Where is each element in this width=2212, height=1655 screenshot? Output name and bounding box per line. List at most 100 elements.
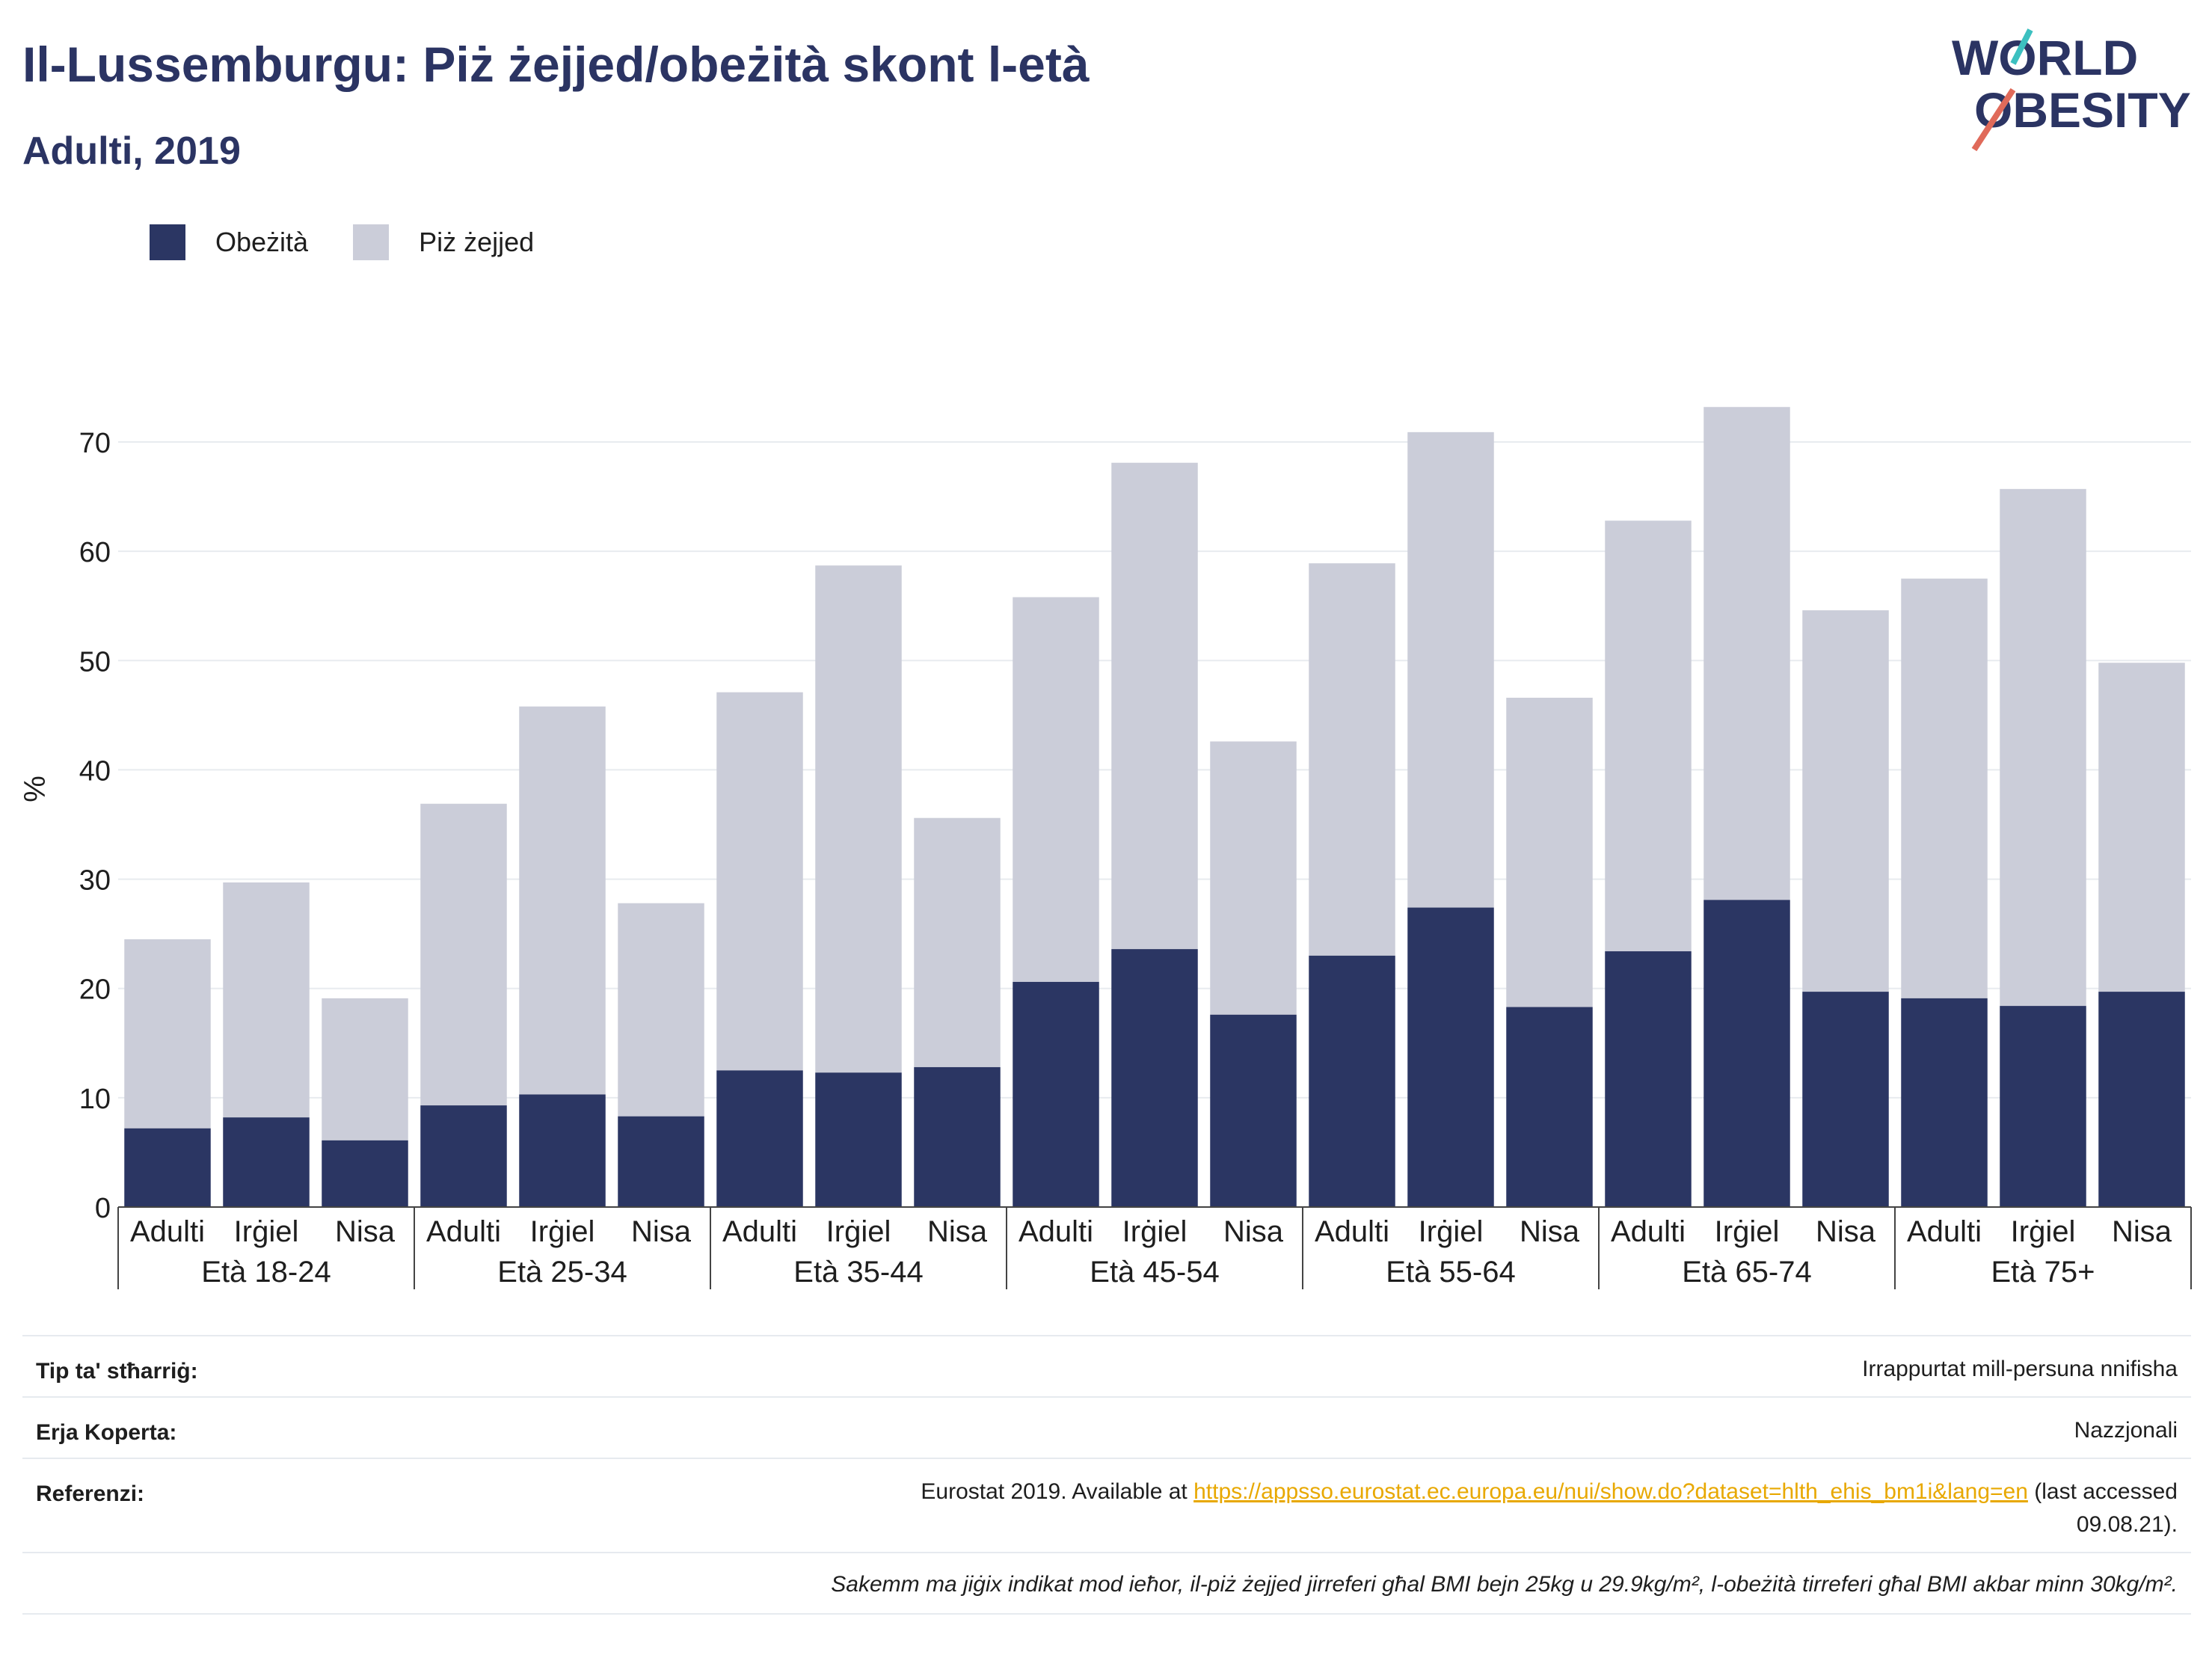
legend-swatch-obese (150, 224, 185, 260)
x-subcategory-label: Nisa (1223, 1215, 1284, 1248)
bar-obese (2098, 992, 2185, 1207)
bar-obese (1309, 955, 1395, 1207)
footer-key-reference: Referenzi: (36, 1481, 145, 1506)
y-tick-label: 10 (79, 1084, 111, 1115)
bar-obese (1111, 949, 1198, 1207)
bar-overweight (124, 939, 211, 1129)
x-subcategory-label: Irġiel (530, 1215, 595, 1248)
bar-obese (1605, 951, 1692, 1207)
world-obesity-logo: WORLD OBESITY (1952, 28, 2191, 152)
bar-overweight (1111, 462, 1198, 950)
x-group-label: Età 45-54 (1090, 1256, 1219, 1289)
chart-title: Il-Lussemburgu: Piż żejjed/obeżità skont… (22, 37, 1090, 92)
x-group-label: Età 75+ (1991, 1256, 2095, 1289)
bar-overweight (2098, 663, 2185, 992)
reference-link[interactable]: https://appsso.eurostat.ec.europa.eu/nui… (1193, 1479, 2028, 1504)
footer-key-survey: Tip ta' stħarriġ: (36, 1359, 198, 1384)
x-subcategory-label: Nisa (335, 1215, 396, 1248)
bar-obese (914, 1066, 1001, 1207)
bar-obese (618, 1116, 704, 1207)
x-subcategory-label: Irġiel (1419, 1215, 1484, 1248)
bar-overweight (716, 692, 803, 1071)
x-subcategory-label: Irġiel (2011, 1215, 2076, 1248)
x-subcategory-label: Adulti (426, 1215, 501, 1248)
bar-obese (1407, 907, 1494, 1207)
chart-subtitle: Adulti, 2019 (22, 129, 241, 173)
y-tick-label: 50 (79, 646, 111, 678)
footer-key-area: Erja Koperta: (36, 1420, 177, 1445)
y-tick-label: 70 (79, 428, 111, 459)
bar-overweight (322, 998, 408, 1140)
bar-overweight (2000, 488, 2086, 1007)
bar-overweight (1506, 697, 1593, 1007)
y-tick-label: 0 (95, 1193, 111, 1224)
x-subcategory-label: Nisa (1520, 1215, 1580, 1248)
bar-obese (1506, 1007, 1593, 1207)
x-subcategory-label: Adulti (1019, 1215, 1093, 1248)
bar-overweight (1901, 578, 1988, 998)
footer-value-survey: Irrappurtat mill-persuna nnifisha (1862, 1357, 2178, 1381)
bar-obese (815, 1072, 902, 1207)
bar-overweight (420, 803, 507, 1106)
bar-obese (1703, 900, 1790, 1207)
bar-overweight (1309, 563, 1395, 956)
x-subcategory-label: Adulti (1315, 1215, 1389, 1248)
bar-obese (1210, 1014, 1297, 1207)
x-group-label: Età 65-74 (1682, 1256, 1811, 1289)
bar-overweight (618, 903, 704, 1117)
bar-overweight (1407, 432, 1494, 908)
bar-overweight (519, 706, 606, 1095)
x-subcategory-label: Nisa (631, 1215, 692, 1248)
reference-prefix: Eurostat 2019. Available at (921, 1479, 1194, 1504)
footer-row-reference: Referenzi: Eurostat 2019. Available at h… (22, 1458, 2191, 1552)
reference-suffix: (last accessed (2027, 1479, 2178, 1504)
bar-overweight (1013, 597, 1099, 982)
y-axis-label: % (19, 776, 52, 802)
footer-row-survey: Tip ta' stħarriġ: Irrappurtat mill-persu… (22, 1335, 2191, 1396)
x-subcategory-label: Adulti (1611, 1215, 1686, 1248)
bar-obese (1802, 992, 1889, 1207)
y-tick-label: 20 (79, 974, 111, 1006)
logo-teal-stroke (2010, 28, 2033, 65)
bar-obese (124, 1128, 211, 1207)
x-subcategory-label: Nisa (2112, 1215, 2172, 1248)
bar-obese (519, 1094, 606, 1207)
x-subcategory-label: Adulti (1907, 1215, 1982, 1248)
x-group-label: Età 25-34 (497, 1256, 627, 1289)
x-subcategory-label: Nisa (1816, 1215, 1876, 1248)
y-tick-label: 30 (79, 865, 111, 897)
x-subcategory-label: Adulti (722, 1215, 797, 1248)
x-group-label: Età 35-44 (793, 1256, 923, 1289)
footer-value-area: Nazzjonali (2074, 1418, 2178, 1443)
bar-overweight (1703, 407, 1790, 900)
legend-label-obese: Obeżità (215, 227, 309, 257)
y-tick-label: 60 (79, 537, 111, 568)
bar-overweight (914, 817, 1001, 1067)
x-subcategory-label: Irġiel (1715, 1215, 1780, 1248)
x-group-label: Età 18-24 (201, 1256, 331, 1289)
logo-red-stroke (1971, 87, 2016, 152)
x-subcategory-label: Nisa (927, 1215, 988, 1248)
bar-obese (322, 1140, 408, 1207)
reference-date: 09.08.21). (2076, 1512, 2178, 1537)
logo-line1: WORLD (1952, 30, 2138, 85)
x-group-label: Età 55-64 (1386, 1256, 1515, 1289)
legend: Obeżità Piż żejjed (150, 224, 579, 260)
bar-overweight (1802, 610, 1889, 992)
bar-obese (1901, 998, 1988, 1207)
x-subcategory-label: Irġiel (826, 1215, 891, 1248)
bar-overweight (223, 882, 310, 1118)
y-tick-label: 40 (79, 755, 111, 787)
footer-value-reference: Eurostat 2019. Available at https://apps… (921, 1476, 2178, 1541)
bar-obese (2000, 1006, 2086, 1207)
footer-note: Sakemm ma jiġix indikat mod ieħor, il-pi… (831, 1572, 2178, 1597)
bar-overweight (1210, 741, 1297, 1015)
footer-row-note: Sakemm ma jiġix indikat mod ieħor, il-pi… (22, 1552, 2191, 1615)
bar-overweight (1605, 521, 1692, 952)
legend-label-overweight: Piż żejjed (419, 227, 535, 257)
legend-swatch-overweight (353, 224, 390, 260)
x-subcategory-label: Adulti (130, 1215, 205, 1248)
x-subcategory-label: Irġiel (234, 1215, 299, 1248)
bar-overweight (815, 565, 902, 1073)
